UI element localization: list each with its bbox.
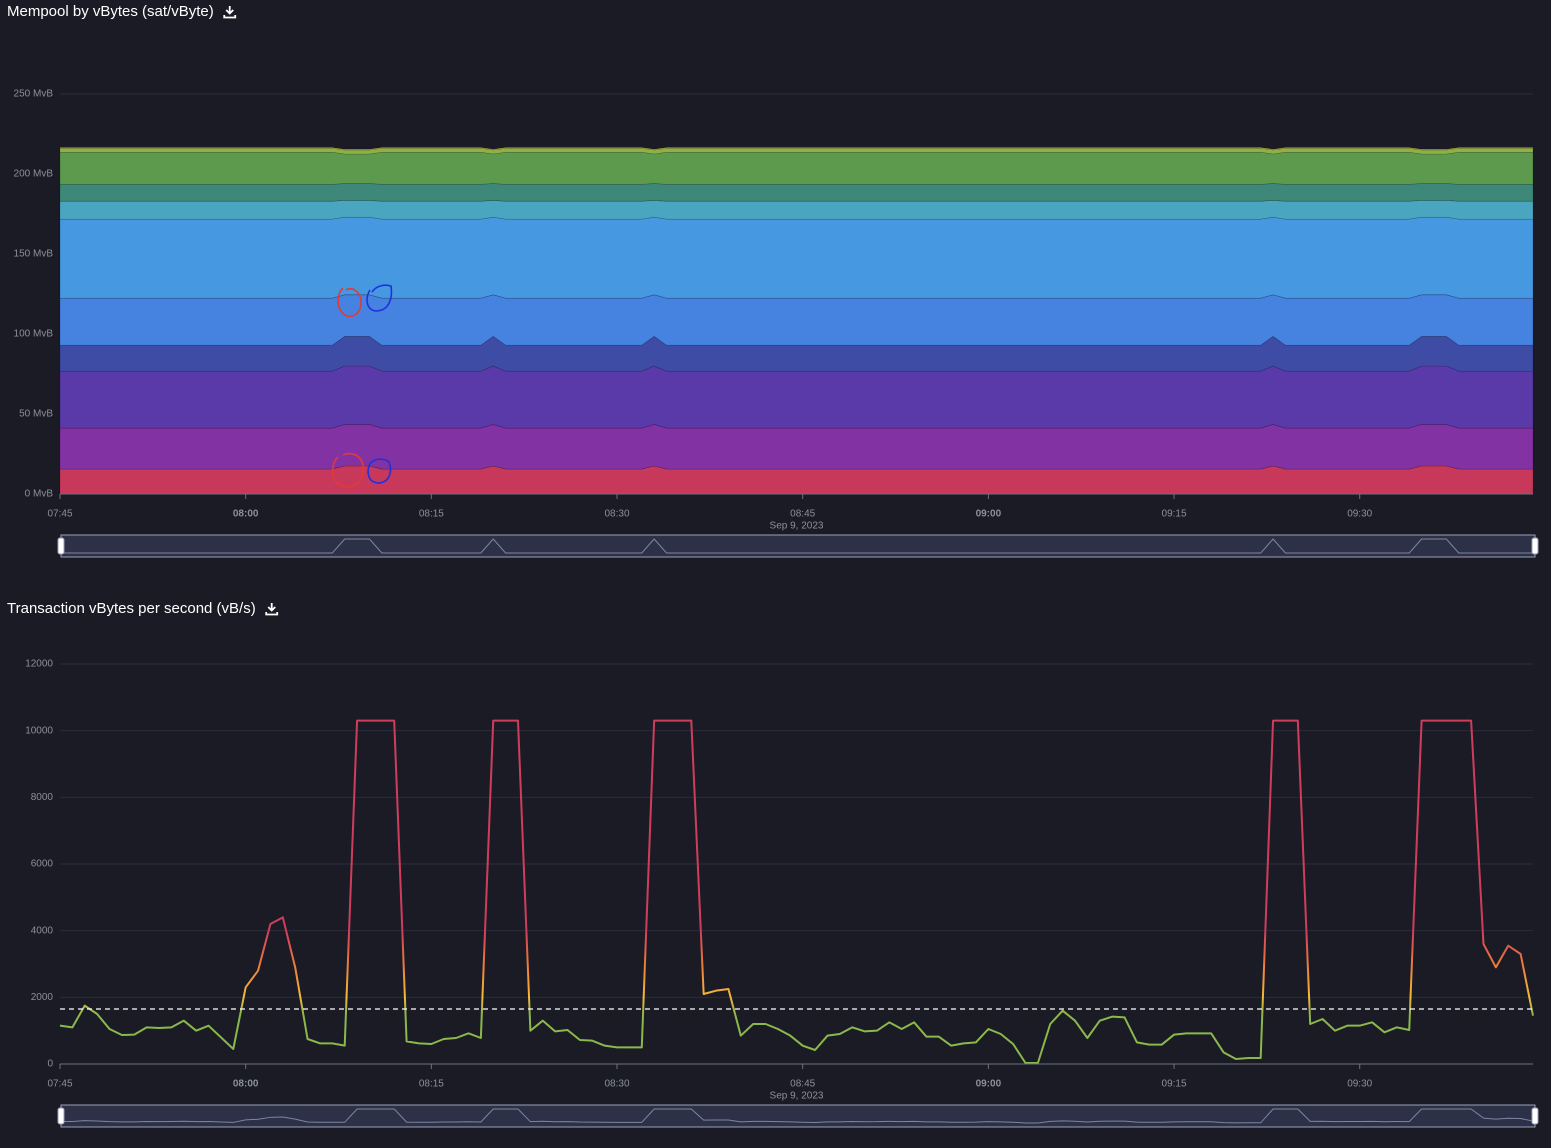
area-layer	[59, 465, 1534, 495]
y-tick-label: 10000	[25, 725, 53, 736]
y-tick-label: 150 MvB	[14, 249, 54, 260]
navigator-track	[60, 534, 1536, 558]
x-tick-label: 08:30	[605, 509, 630, 520]
chart-title: Transaction vBytes per second (vB/s)	[7, 600, 256, 617]
navigator-line	[59, 1108, 1534, 1124]
y-tick-label: 250 MvB	[14, 89, 54, 100]
x-tick-label: 09:30	[1347, 1079, 1372, 1090]
x-tick-label: 08:45	[790, 509, 815, 520]
navigator-handle[interactable]	[57, 537, 65, 555]
scribble	[367, 458, 392, 484]
series-line	[59, 719, 1534, 1064]
area-layer	[59, 151, 1534, 185]
chart-title: Mempool by vBytes (sat/vByte)	[7, 3, 214, 20]
x-tick-label: 09:15	[1162, 1079, 1187, 1090]
y-tick-label: 2000	[31, 992, 54, 1003]
area-layer	[59, 294, 1534, 346]
x-tick-label: 08:15	[419, 509, 444, 520]
x-tick-label: 09:30	[1347, 509, 1372, 520]
x-tick-label: 08:45	[790, 1079, 815, 1090]
x-tick-label: 07:45	[47, 509, 72, 520]
date-label: Sep 9, 2023	[770, 1091, 824, 1102]
y-tick-label: 4000	[31, 925, 54, 936]
x-tick-label: 08:30	[605, 1079, 630, 1090]
navigator-handle[interactable]	[1531, 1107, 1539, 1125]
x-tick-label: 08:15	[419, 1079, 444, 1090]
y-tick-label: 50 MvB	[19, 409, 53, 420]
download-button[interactable]	[265, 603, 279, 616]
area-layer	[59, 365, 1534, 429]
x-tick-label: 08:00	[233, 509, 259, 520]
download-icon	[223, 6, 237, 19]
y-tick-label: 0	[47, 1059, 53, 1070]
y-tick-label: 8000	[31, 792, 54, 803]
y-tick-label: 12000	[25, 659, 53, 670]
date-label: Sep 9, 2023	[770, 521, 824, 532]
y-tick-label: 6000	[31, 859, 54, 870]
scribble	[366, 284, 393, 312]
scribble	[337, 287, 362, 318]
download-icon	[265, 603, 279, 616]
y-tick-label: 100 MvB	[14, 329, 54, 340]
area-layer	[59, 183, 1534, 202]
navigator-handle[interactable]	[1531, 537, 1539, 555]
hand-annotations	[331, 284, 393, 488]
navigator-track	[60, 1104, 1536, 1128]
x-tick-label: 08:00	[233, 1079, 259, 1090]
x-tick-label: 09:00	[976, 1079, 1002, 1090]
area-layer	[59, 200, 1534, 220]
navigator-line	[60, 538, 1533, 554]
navigator-handle[interactable]	[57, 1107, 65, 1125]
area-layer	[59, 147, 1534, 151]
area-layer	[59, 424, 1534, 470]
x-tick-label: 07:45	[47, 1079, 72, 1090]
y-tick-label: 0 MvB	[25, 489, 54, 500]
x-tick-label: 09:00	[976, 509, 1002, 520]
download-button[interactable]	[223, 6, 237, 19]
y-tick-label: 200 MvB	[14, 169, 54, 180]
area-layer	[59, 336, 1534, 372]
scribble	[331, 452, 364, 488]
x-tick-label: 09:15	[1162, 509, 1187, 520]
area-layer	[59, 216, 1534, 299]
